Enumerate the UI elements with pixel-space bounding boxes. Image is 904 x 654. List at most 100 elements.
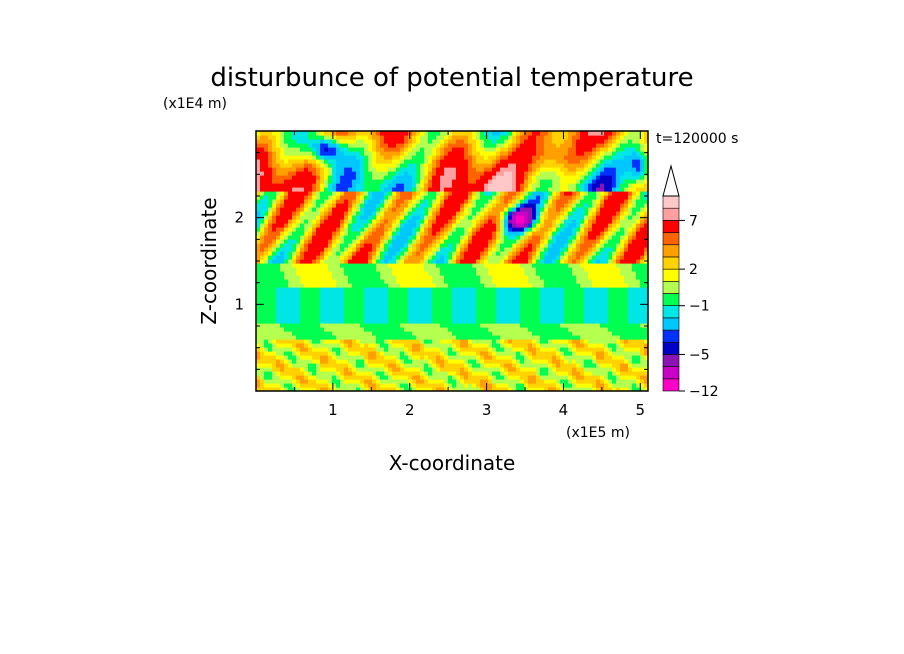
field-cell (596, 211, 601, 216)
field-cell (544, 199, 549, 204)
field-cell (468, 383, 473, 388)
field-cell (336, 291, 341, 296)
field-cell (572, 215, 577, 220)
field-cell (436, 387, 441, 391)
field-cell (436, 235, 441, 240)
field-cell (424, 291, 429, 296)
field-cell (500, 199, 505, 204)
field-cell (352, 307, 357, 312)
field-cell (620, 363, 625, 368)
field-cell (452, 223, 457, 228)
field-cell (640, 263, 645, 268)
field-cell (500, 267, 505, 272)
field-cell (508, 199, 513, 204)
field-cell (552, 267, 557, 272)
field-cell (560, 199, 565, 204)
field-cell (380, 243, 385, 248)
field-cell (364, 219, 369, 224)
field-cell (312, 247, 317, 252)
field-cell (492, 307, 497, 312)
field-cell (416, 295, 421, 300)
field-cell (332, 207, 337, 212)
field-cell (296, 239, 301, 244)
field-cell (544, 359, 549, 364)
field-cell (284, 327, 289, 332)
field-cell (320, 287, 325, 292)
field-cell (336, 211, 341, 216)
field-cell (344, 347, 349, 352)
field-cell (300, 375, 305, 380)
field-cell (596, 311, 601, 316)
field-cell (576, 319, 581, 324)
field-cell (396, 291, 401, 296)
field-cell (268, 291, 273, 296)
field-cell (284, 199, 289, 204)
field-cell (340, 219, 345, 224)
field-cell (536, 327, 541, 332)
field-cell (492, 239, 497, 244)
field-cell (480, 227, 485, 232)
field-cell (380, 251, 385, 256)
field-cell (468, 207, 473, 212)
field-cell (328, 207, 333, 212)
field-cell (336, 375, 341, 380)
field-cell (476, 259, 481, 264)
field-cell (564, 215, 569, 220)
field-cell (372, 299, 377, 304)
field-cell (328, 383, 333, 388)
field-cell (600, 319, 605, 324)
field-cell (256, 203, 261, 208)
field-cell (572, 251, 577, 256)
field-cell (304, 379, 309, 384)
field-cell (392, 323, 397, 328)
field-cell (344, 263, 349, 268)
field-cell (352, 211, 357, 216)
field-cell (524, 311, 529, 316)
field-cell (276, 327, 281, 332)
field-cell (320, 219, 325, 224)
field-cell (356, 187, 361, 192)
field-cell (460, 247, 465, 252)
field-cell (280, 295, 285, 300)
field-cell (608, 319, 613, 324)
field-cell (616, 203, 621, 208)
field-cell (256, 279, 261, 284)
field-cell (604, 355, 609, 360)
field-cell (460, 323, 465, 328)
field-cell (360, 327, 365, 332)
field-cell (628, 195, 633, 200)
field-cell (388, 355, 393, 360)
field-cell (440, 267, 445, 272)
field-cell (388, 247, 393, 252)
field-cell (320, 271, 325, 276)
field-cell (508, 383, 513, 388)
field-cell (336, 235, 341, 240)
field-cell (520, 367, 525, 372)
field-cell (516, 187, 521, 192)
field-cell (408, 351, 413, 356)
field-cell (328, 311, 333, 316)
field-cell (544, 307, 549, 312)
field-cell (432, 387, 437, 391)
field-cell (300, 303, 305, 308)
field-cell (476, 279, 481, 284)
field-cell (372, 267, 377, 272)
field-cell (292, 319, 297, 324)
field-cell (536, 235, 541, 240)
field-cell (588, 355, 593, 360)
field-cell (272, 243, 277, 248)
field-cell (624, 275, 629, 280)
field-cell (620, 203, 625, 208)
field-cell (304, 243, 309, 248)
field-cell (348, 207, 353, 212)
field-cell (296, 251, 301, 256)
field-cell (424, 299, 429, 304)
field-cell (504, 303, 509, 308)
field-cell (508, 275, 513, 280)
field-cell (384, 387, 389, 391)
field-cell (596, 187, 601, 192)
field-cell (608, 371, 613, 376)
field-cell (464, 343, 469, 348)
field-cell (376, 275, 381, 280)
field-cell (544, 247, 549, 252)
